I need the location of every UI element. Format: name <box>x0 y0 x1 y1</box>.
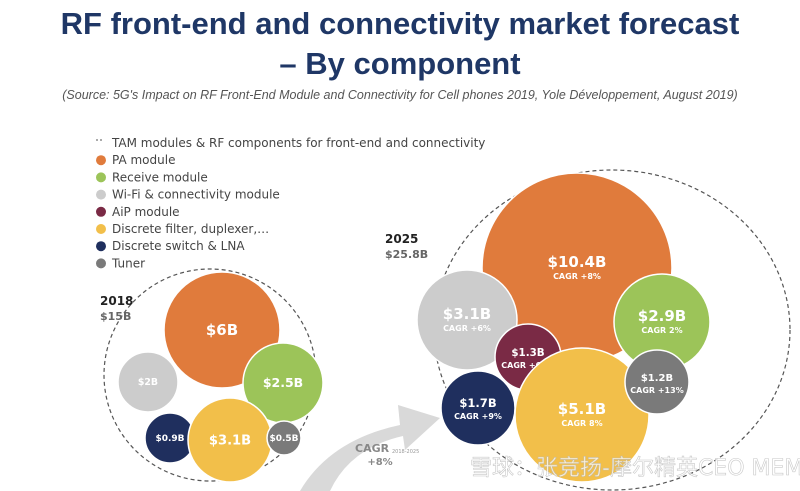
bubble-value: $3.1B <box>443 305 491 323</box>
bubble-value: $1.7B <box>459 396 496 410</box>
bubble-cagr: CAGR +68% <box>501 361 554 370</box>
year-label: 2018 <box>100 294 133 308</box>
bubble-value: $2.9B <box>638 307 686 325</box>
legend-item: AiP module <box>112 205 180 219</box>
bubble-value: $2B <box>138 377 158 388</box>
title-line-1: RF front-end and connectivity market for… <box>60 6 740 41</box>
legend-swatch <box>96 172 106 183</box>
legend-item: Discrete filter, duplexer,… <box>112 222 269 236</box>
watermark: 雪球：张竞扬-摩尔精英CEO MEMS <box>470 456 800 481</box>
bubble-value: $10.4B <box>548 253 607 271</box>
legend-item: TAM modules & RF components for front-en… <box>111 136 485 150</box>
title-line-2: – By component <box>279 46 521 81</box>
bubble <box>514 347 650 483</box>
bubble-cagr: CAGR +13% <box>630 386 683 395</box>
bubble-value: $1.2B <box>641 373 673 384</box>
cagr-label: CAGR <box>355 442 390 455</box>
bubble-cagr: CAGR +6% <box>443 324 491 333</box>
tam-circle-2025 <box>433 169 791 491</box>
bubble-value: $0.9B <box>155 434 184 444</box>
legend-swatch <box>96 206 106 217</box>
year-total: $25.8B <box>385 248 428 261</box>
bubble-value: $2.5B <box>263 375 303 390</box>
bubble-value: $1.3B <box>511 347 544 359</box>
bubble-cagr: CAGR 8% <box>561 419 602 428</box>
bubble <box>117 351 179 413</box>
year-total: $15B <box>100 310 131 323</box>
legend-item: Tuner <box>111 256 145 270</box>
legend-item: Discrete switch & LNA <box>112 239 245 253</box>
year-label: 2025 <box>385 232 418 246</box>
legend-item: Receive module <box>112 170 208 184</box>
bubble-value: $5.1B <box>558 400 606 418</box>
bubble-value: $0.5B <box>269 434 298 444</box>
bubble-cagr: CAGR +9% <box>454 412 502 421</box>
growth-arrow <box>300 405 440 491</box>
bubble <box>624 349 690 415</box>
legend-swatch <box>96 258 106 269</box>
bubble-cagr: CAGR 2% <box>641 326 682 335</box>
bubble-value: $6B <box>206 321 238 339</box>
legend-swatch <box>96 241 106 252</box>
legend-item: PA module <box>112 153 175 167</box>
legend-swatch <box>96 189 106 200</box>
cagr-period: 2018-2025 <box>392 449 419 455</box>
source-note: (Source: 5G's Impact on RF Front-End Mod… <box>62 88 738 102</box>
bubble <box>416 269 518 371</box>
legend-swatch <box>96 224 106 234</box>
bubble-cagr: CAGR +8% <box>553 272 601 281</box>
cagr-value: +8% <box>367 457 392 468</box>
legend-item: Wi-Fi & connectivity module <box>112 188 280 202</box>
legend-swatch <box>96 155 106 166</box>
chart-title: RF front-end and connectivity market for… <box>0 4 800 84</box>
bubble-value: $3.1B <box>209 433 251 448</box>
bubble <box>266 420 302 456</box>
